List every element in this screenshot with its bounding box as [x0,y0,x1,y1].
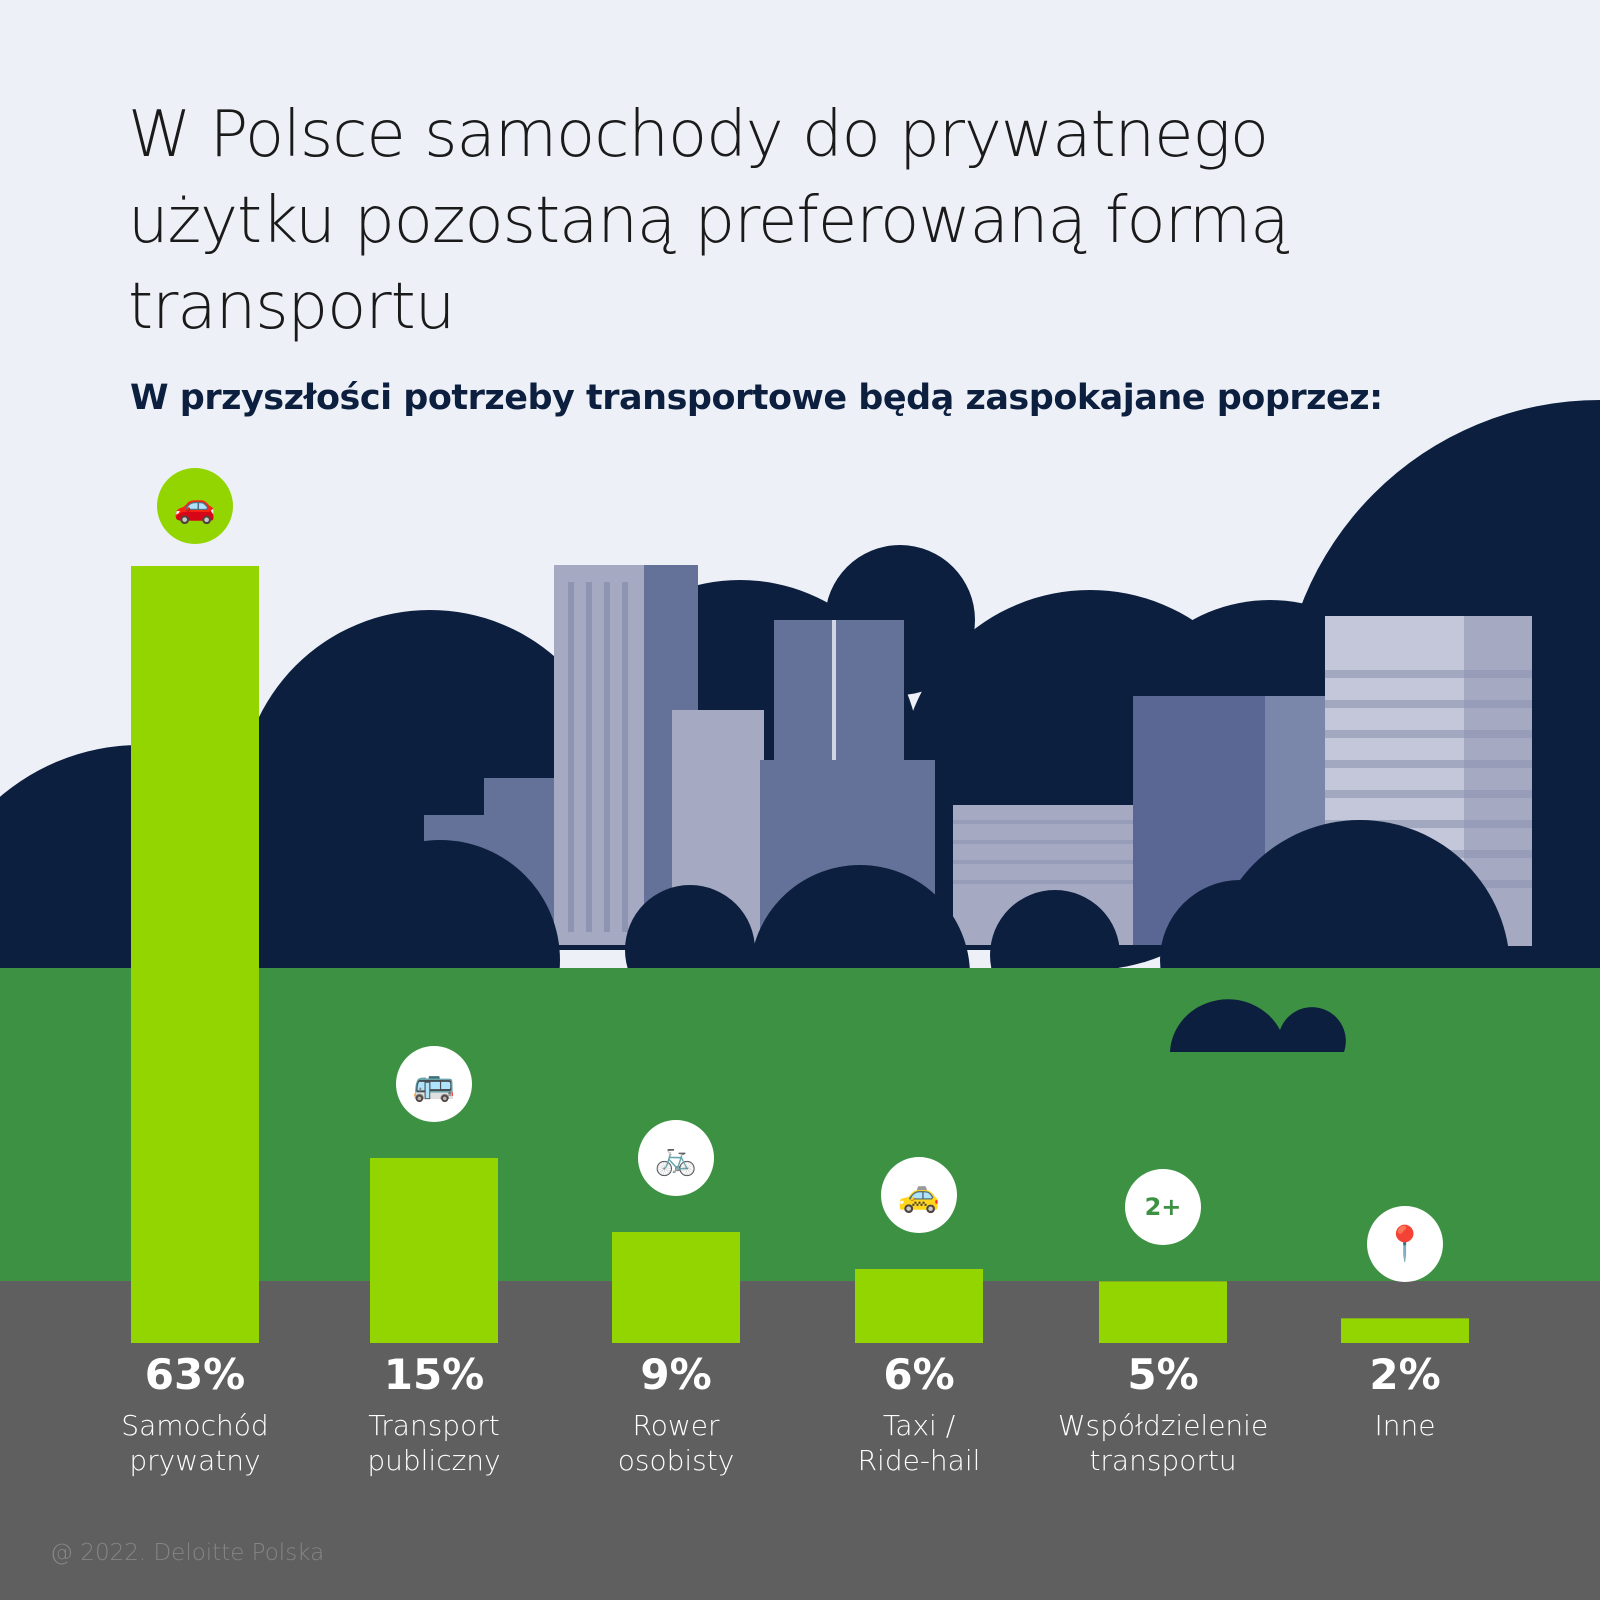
bar-1 [370,1158,498,1343]
category-label-line: Współdzielenie [1057,1409,1269,1442]
bar-4 [1099,1281,1227,1343]
category-label-line: publiczny [367,1444,501,1477]
route-icon: 📍 [1367,1206,1443,1283]
bicycle-icon: 🚲 [638,1120,714,1196]
page-title: W Polsce samochody do prywatnego użytku … [128,98,1289,344]
value-label: 6% [883,1350,955,1399]
carpool-icon: 2+ [1125,1169,1201,1246]
bus-icon: 🚌 [396,1046,472,1122]
chart-subtitle: W przyszłości potrzeby transportowe będą… [130,378,1383,418]
value-label: 9% [640,1350,712,1399]
bar-5 [1341,1318,1469,1343]
bar-2 [612,1232,740,1343]
bar-0 [131,566,259,1343]
ground [0,1281,1600,1600]
value-label: 5% [1127,1350,1199,1399]
value-label: 15% [383,1350,485,1399]
taxi-icon: 🚕 [881,1157,957,1233]
category-label-line: Transport [368,1409,500,1442]
category-label-line: Samochód [121,1409,269,1442]
category-label-line: osobisty [617,1444,735,1477]
category-label-line: Ride-hail [857,1444,981,1477]
bush [1170,999,1346,1052]
category-label: Transport publiczny [304,1408,564,1478]
category-label: Rower osobisty [546,1408,806,1478]
category-label-line: Rower [632,1409,720,1442]
category-label: Taxi / Ride-hail [789,1408,1049,1478]
copyright: @ 2022. Deloitte Polska [50,1540,325,1566]
value-label: 63% [144,1350,246,1399]
buildings [424,565,1532,946]
value-label: 2% [1369,1350,1441,1399]
category-label-line: Inne [1374,1409,1436,1442]
category-label: Inne [1275,1408,1535,1443]
category-label-line: Taxi / [882,1409,956,1442]
category-label: Współdzielenie transportu [1033,1408,1293,1478]
bar-3 [855,1269,983,1343]
category-label-line: prywatny [129,1444,261,1477]
category-label-line: transportu [1089,1444,1237,1477]
car-icon: 🚗 [157,468,233,544]
category-label: Samochód prywatny [65,1408,325,1478]
